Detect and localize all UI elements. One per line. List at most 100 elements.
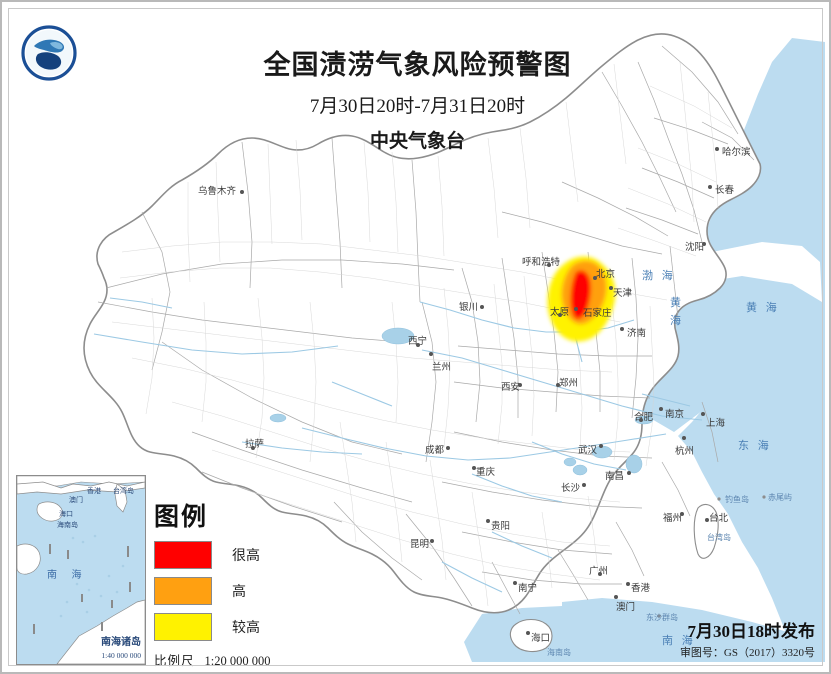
city-marker-dot bbox=[701, 412, 705, 416]
city-label: 南京 bbox=[665, 410, 685, 420]
legend-row: 较高 bbox=[154, 613, 329, 641]
city-label: 海口 bbox=[531, 634, 551, 644]
city-label: 西安 bbox=[501, 383, 521, 393]
city-label: 合肥 bbox=[634, 413, 654, 423]
legend-swatch bbox=[154, 577, 212, 605]
inset-place-label: 海口 bbox=[59, 510, 73, 518]
legend-title: 图例 bbox=[154, 504, 209, 531]
city-marker-dot bbox=[518, 383, 522, 387]
sea-label: 东 海 bbox=[738, 440, 772, 452]
sea-label: 南 海 bbox=[662, 635, 696, 647]
city-label: 长春 bbox=[715, 186, 735, 196]
city-label: 上海 bbox=[706, 419, 726, 429]
inset-map-graphic bbox=[17, 476, 145, 664]
city-marker-dot bbox=[614, 595, 618, 599]
major-islands bbox=[509, 495, 766, 653]
city-marker-dot bbox=[659, 407, 663, 411]
sea-label: 黄 bbox=[670, 297, 684, 309]
city-label: 澳门 bbox=[616, 603, 636, 613]
city-label: 杭州 bbox=[675, 447, 695, 457]
city-marker-dot bbox=[598, 572, 602, 576]
city-label: 乌鲁木齐 bbox=[198, 187, 237, 197]
inset-place-label: 澳门 bbox=[69, 496, 83, 504]
city-label: 石家庄 bbox=[583, 309, 612, 319]
city-marker-dot bbox=[702, 242, 706, 246]
city-marker-dot bbox=[715, 147, 719, 151]
island-label: 钓鱼岛 bbox=[725, 495, 749, 504]
city-marker-dot bbox=[705, 518, 709, 522]
sea-label: 黄 海 bbox=[746, 302, 780, 314]
city-label: 西宁 bbox=[408, 337, 428, 347]
city-label: 济南 bbox=[627, 329, 647, 339]
legend-swatch bbox=[154, 613, 212, 641]
legend-label: 较高 bbox=[232, 621, 260, 636]
sea-label: 海 bbox=[670, 315, 684, 327]
legend-row: 很高 bbox=[154, 541, 329, 569]
inset-place-label: 香港 bbox=[87, 487, 101, 495]
island-label: 台湾岛 bbox=[707, 533, 731, 542]
city-marker-dot bbox=[609, 286, 613, 290]
scale-label: 比例尺 bbox=[154, 654, 195, 668]
legend-swatch bbox=[154, 541, 212, 569]
city-label: 沈阳 bbox=[685, 243, 705, 253]
city-marker-dot bbox=[547, 263, 551, 267]
city-marker-dot bbox=[620, 327, 624, 331]
city-marker-dot bbox=[558, 313, 562, 317]
city-marker-dot bbox=[513, 581, 517, 585]
city-marker-dot bbox=[429, 352, 433, 356]
city-marker-dot bbox=[708, 185, 712, 189]
inset-place-label: 台湾岛 bbox=[113, 487, 134, 495]
review-number: 审图号：GS（2017）3320号 bbox=[679, 647, 815, 659]
city-marker-dot bbox=[480, 305, 484, 309]
city-label: 重庆 bbox=[476, 468, 496, 478]
city-label: 福州 bbox=[663, 514, 683, 524]
inset-sea-label: 南 海 bbox=[47, 570, 88, 581]
issue-time: 7月30日18时发布 bbox=[687, 622, 816, 641]
city-marker-dot bbox=[582, 483, 586, 487]
city-marker-dot bbox=[526, 631, 530, 635]
legend-row: 高 bbox=[154, 577, 329, 605]
province-boundaries bbox=[97, 45, 755, 615]
city-label: 郑州 bbox=[559, 379, 579, 389]
city-label: 台北 bbox=[709, 514, 729, 524]
scale-value: 1:20 000 000 bbox=[204, 654, 271, 668]
city-marker-dot bbox=[251, 446, 255, 450]
legend-items: 很高高较高 bbox=[154, 541, 329, 641]
inset-scale-value: 1:40 000 000 bbox=[101, 651, 141, 660]
scale-bar: 比例尺 1:20 000 000 bbox=[154, 650, 329, 669]
city-label: 成都 bbox=[425, 446, 445, 456]
city-label: 北京 bbox=[596, 270, 616, 280]
city-marker-dot bbox=[574, 307, 578, 311]
footer: 7月30日18时发布 审图号：GS（2017）3320号 bbox=[680, 617, 815, 660]
city-marker-dot bbox=[626, 582, 630, 586]
county-boundaries bbox=[111, 61, 733, 607]
cma-dragon-logo-icon bbox=[21, 25, 77, 81]
city-marker-dot bbox=[446, 446, 450, 450]
lakes bbox=[269, 327, 654, 476]
rivers bbox=[93, 297, 703, 593]
city-marker-dot bbox=[680, 512, 684, 516]
city-marker-dot bbox=[472, 466, 476, 470]
inset-place-label: 海南岛 bbox=[57, 521, 78, 529]
sea-label: 渤 海 bbox=[642, 270, 676, 282]
city-label: 武汉 bbox=[578, 446, 598, 456]
city-marker-dot bbox=[486, 519, 490, 523]
city-label: 昆明 bbox=[410, 540, 430, 550]
legend-label: 高 bbox=[232, 585, 246, 600]
city-label: 长沙 bbox=[561, 484, 581, 494]
city-marker-dot bbox=[416, 343, 420, 347]
city-label: 哈尔滨 bbox=[722, 148, 751, 158]
city-marker-dot bbox=[556, 383, 560, 387]
south-china-sea-inset: 香港 澳门 台湾岛海口海南岛 南 海 南海诸岛 1:40 000 000 bbox=[16, 475, 146, 665]
city-marker-dot bbox=[593, 276, 597, 280]
city-marker-dot bbox=[639, 418, 643, 422]
city-marker-dot bbox=[627, 471, 631, 475]
legend-label: 很高 bbox=[232, 549, 260, 564]
island-label: 东沙群岛 bbox=[646, 613, 678, 622]
city-marker-dot bbox=[430, 539, 434, 543]
city-label: 南昌 bbox=[605, 472, 625, 482]
inset-caption: 南海诸岛 bbox=[101, 637, 141, 648]
island-label: 海南岛 bbox=[547, 648, 571, 657]
city-marker-dot bbox=[682, 436, 686, 440]
